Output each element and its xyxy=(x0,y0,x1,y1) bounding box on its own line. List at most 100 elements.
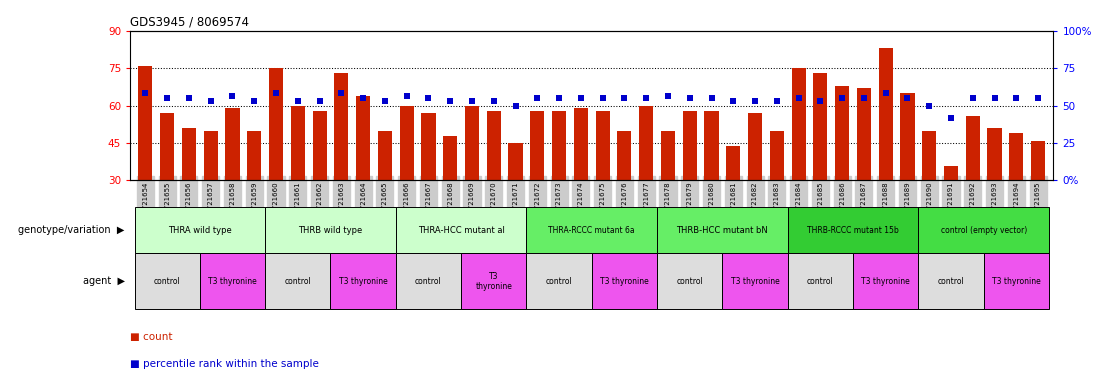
Bar xyxy=(135,253,200,309)
Point xyxy=(246,98,264,104)
Bar xyxy=(269,68,283,180)
Text: THRA wild type: THRA wild type xyxy=(168,226,232,235)
Bar xyxy=(486,111,501,180)
Point xyxy=(790,95,807,101)
Bar xyxy=(331,253,396,309)
Bar xyxy=(160,113,174,180)
Bar xyxy=(1009,133,1024,180)
Point xyxy=(638,95,655,101)
Text: T3
thyronine: T3 thyronine xyxy=(475,271,512,291)
Point xyxy=(725,98,742,104)
Bar xyxy=(922,131,936,180)
Text: T3 thyronine: T3 thyronine xyxy=(861,277,910,286)
Bar xyxy=(835,86,849,180)
Bar xyxy=(396,207,526,253)
Bar xyxy=(792,68,805,180)
Point xyxy=(354,95,372,101)
Text: T3 thyronine: T3 thyronine xyxy=(208,277,257,286)
Text: control (empty vector): control (empty vector) xyxy=(941,226,1027,235)
Text: control: control xyxy=(676,277,703,286)
Text: control: control xyxy=(938,277,964,286)
Point xyxy=(964,95,982,101)
Point xyxy=(615,95,633,101)
Text: THRB-HCC mutant bN: THRB-HCC mutant bN xyxy=(676,226,769,235)
Bar xyxy=(683,111,697,180)
Bar xyxy=(291,106,304,180)
Point xyxy=(703,95,720,101)
Text: THRB wild type: THRB wild type xyxy=(298,226,363,235)
Point xyxy=(1007,95,1025,101)
Bar xyxy=(722,253,788,309)
Point xyxy=(572,95,590,101)
Point xyxy=(855,95,872,101)
Bar xyxy=(853,253,919,309)
Point xyxy=(398,93,416,99)
Point xyxy=(660,93,677,99)
Point xyxy=(311,98,329,104)
Text: THRB-RCCC mutant 15b: THRB-RCCC mutant 15b xyxy=(807,226,899,235)
Bar xyxy=(618,131,632,180)
Bar xyxy=(421,113,436,180)
Bar xyxy=(552,111,566,180)
Point xyxy=(681,95,698,101)
Point xyxy=(1029,95,1047,101)
Point xyxy=(332,90,350,96)
Bar xyxy=(356,96,371,180)
Bar xyxy=(639,106,653,180)
Bar xyxy=(247,131,261,180)
Text: ■ count: ■ count xyxy=(130,332,173,342)
Bar xyxy=(984,253,1049,309)
Point xyxy=(159,95,176,101)
Point xyxy=(899,95,917,101)
Bar xyxy=(591,253,657,309)
Point xyxy=(877,90,895,96)
Bar xyxy=(526,253,592,309)
Bar xyxy=(1031,141,1046,180)
Point xyxy=(137,90,154,96)
Point xyxy=(376,98,394,104)
Bar xyxy=(526,207,657,253)
Text: T3 thyronine: T3 thyronine xyxy=(600,277,649,286)
Point xyxy=(768,98,785,104)
Bar xyxy=(574,108,588,180)
Point xyxy=(419,95,437,101)
Bar xyxy=(378,131,392,180)
Bar xyxy=(987,128,1002,180)
Point xyxy=(986,95,1004,101)
Bar xyxy=(265,207,396,253)
Point xyxy=(942,115,960,121)
Text: control: control xyxy=(807,277,834,286)
Point xyxy=(202,98,219,104)
Bar xyxy=(966,116,979,180)
Bar xyxy=(596,111,610,180)
Text: T3 thyronine: T3 thyronine xyxy=(339,277,387,286)
Text: control: control xyxy=(285,277,311,286)
Text: control: control xyxy=(546,277,572,286)
Bar xyxy=(788,253,853,309)
Point xyxy=(506,103,524,109)
Point xyxy=(834,95,852,101)
Bar xyxy=(944,166,959,180)
Text: THRA-RCCC mutant 6a: THRA-RCCC mutant 6a xyxy=(548,226,635,235)
Text: THRA-HCC mutant al: THRA-HCC mutant al xyxy=(418,226,504,235)
Bar xyxy=(265,253,331,309)
Bar xyxy=(225,108,239,180)
Point xyxy=(485,98,503,104)
Point xyxy=(550,95,568,101)
Point xyxy=(747,98,764,104)
Bar xyxy=(770,131,784,180)
Point xyxy=(920,103,938,109)
Bar xyxy=(443,136,458,180)
Point xyxy=(441,98,459,104)
Bar xyxy=(657,207,788,253)
Point xyxy=(593,95,611,101)
Text: control: control xyxy=(153,277,181,286)
Point xyxy=(463,98,481,104)
Bar xyxy=(657,253,722,309)
Point xyxy=(289,98,307,104)
Bar xyxy=(900,93,914,180)
Bar xyxy=(919,253,984,309)
Bar xyxy=(396,253,461,309)
Bar xyxy=(508,143,523,180)
Text: GDS3945 / 8069574: GDS3945 / 8069574 xyxy=(130,16,249,29)
